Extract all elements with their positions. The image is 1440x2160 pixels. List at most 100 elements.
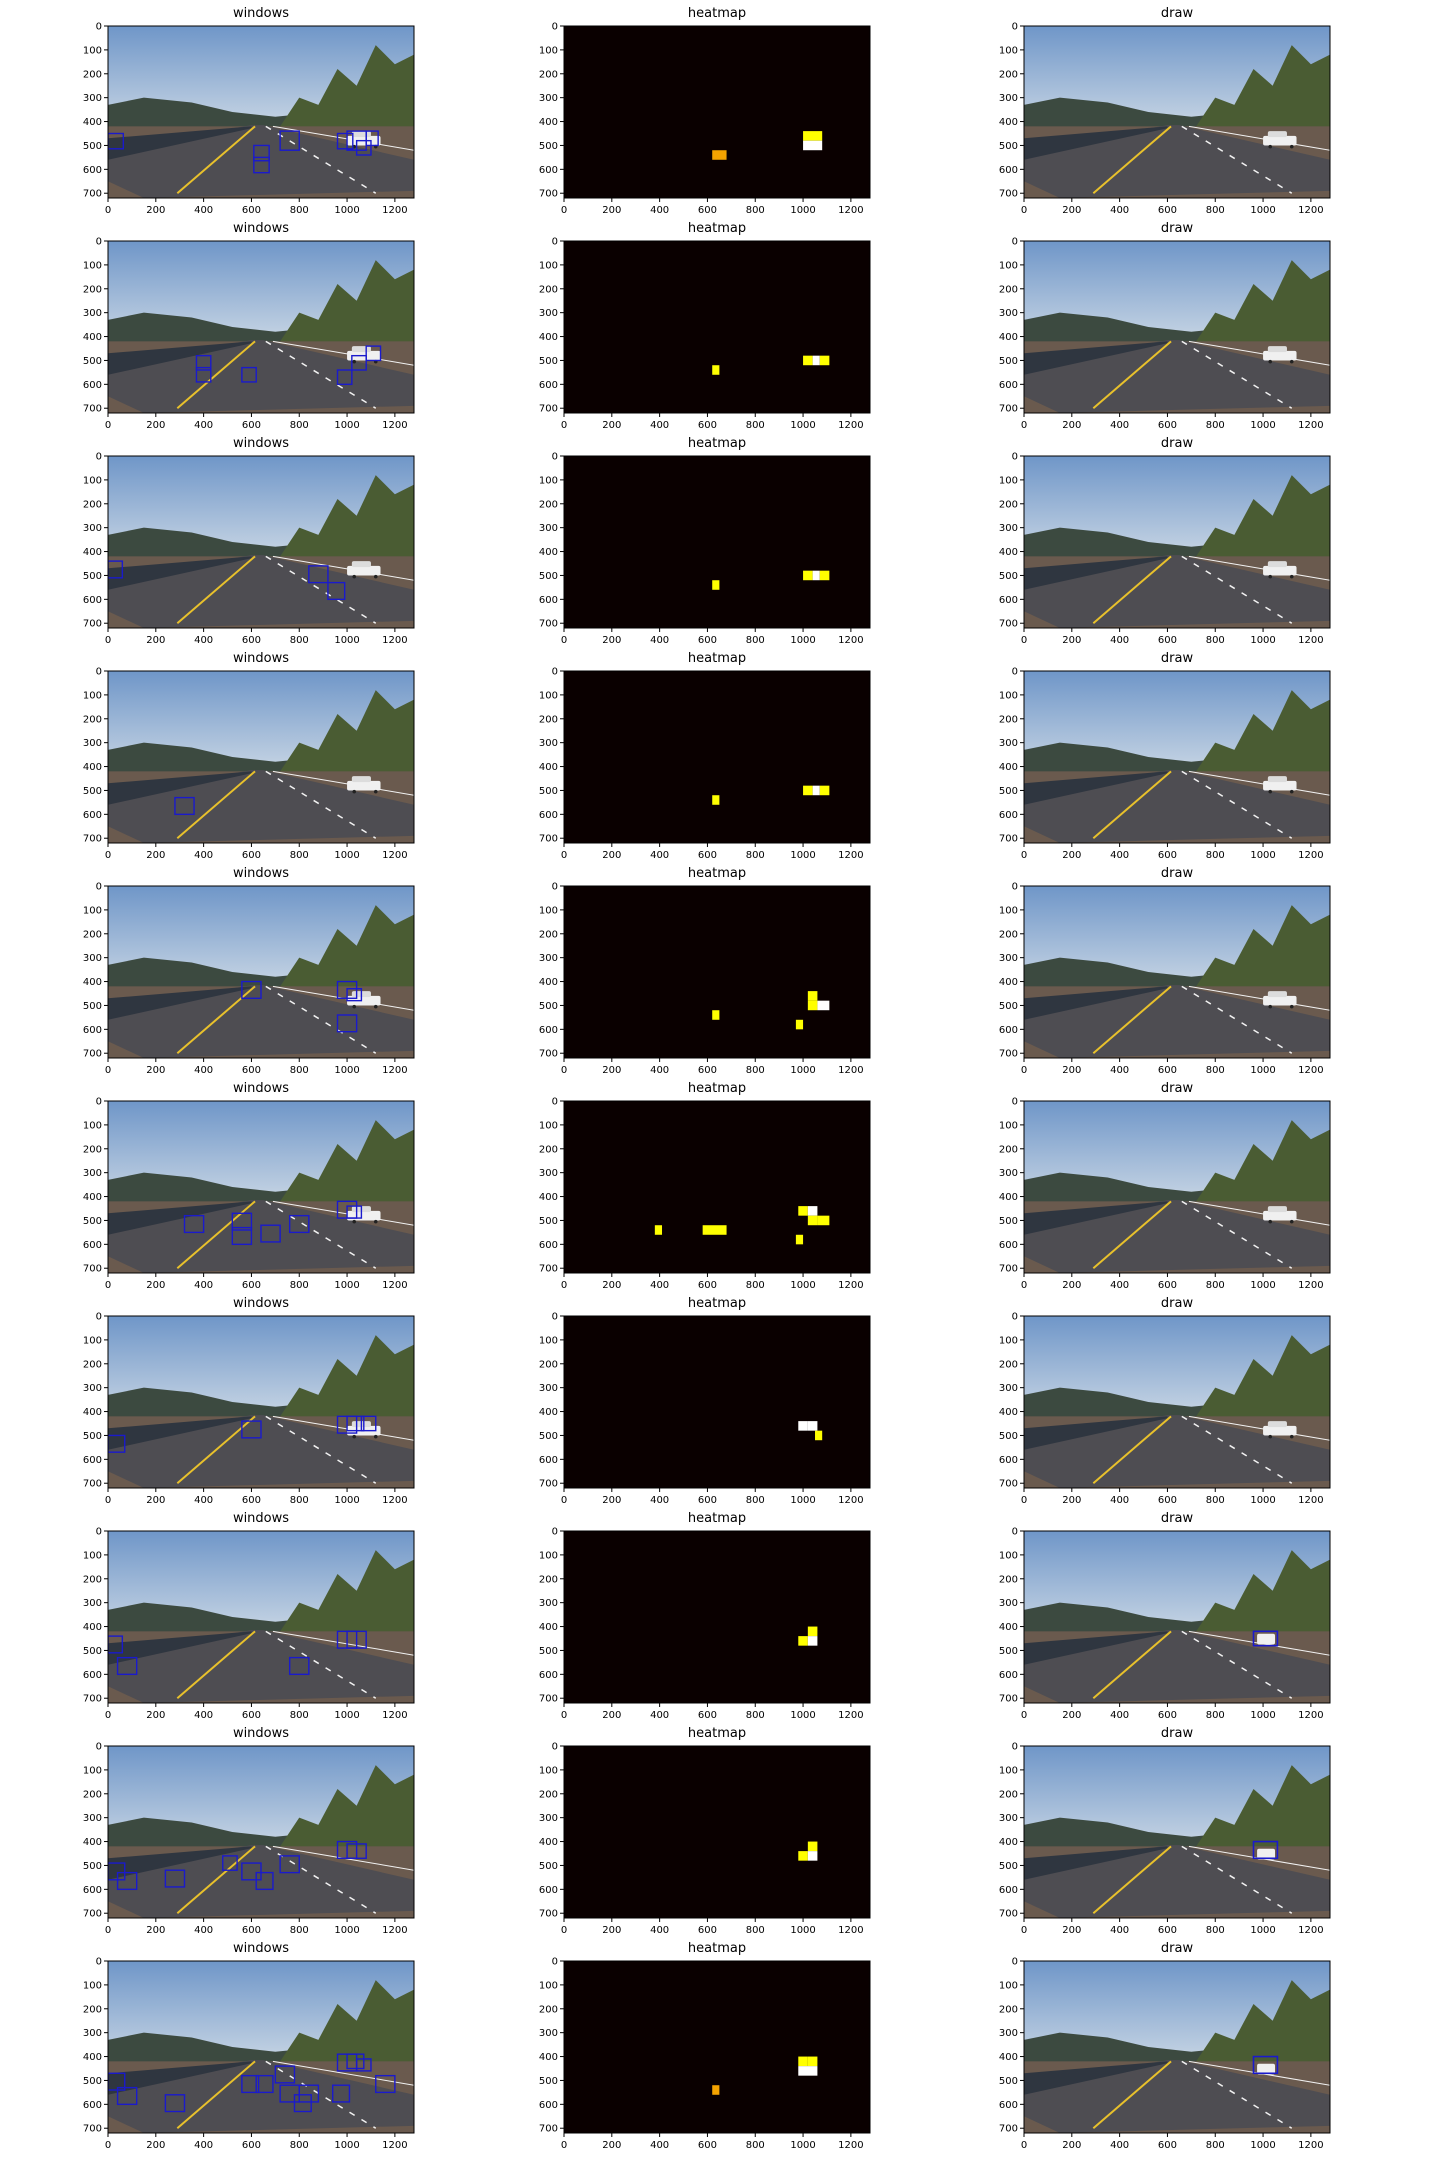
trees [280,260,414,354]
heatmap-background [564,1316,870,1488]
barrier [1024,2061,1168,2095]
draw-axes: 0 200 400 600 800 1000 1200 0 100 200 300 400 500 600… [999,1097,1331,1291]
y-tick-label: 500 [83,1861,102,1872]
x-tick-label: 1200 [1298,1710,1323,1721]
y-tick-label: 100 [83,1980,102,1991]
panel-draw-row-2: draw 0 200 400 600 800 1000 1200 0 100 200 300 400 50… [999,221,1331,433]
y-tick-label: 200 [539,69,558,80]
y-tick-label: 400 [83,1622,102,1633]
y-tick-label: 0 [96,1742,102,1753]
y-tick-label: 200 [539,714,558,725]
x-tick-label: 0 [105,1925,111,1936]
axes-frame [563,25,871,199]
axes-frame [563,240,871,414]
panel-title: heatmap [687,651,747,666]
y-tick-label: 100 [539,1765,558,1776]
x-tick-label: 1000 [1250,1280,1275,1291]
window-box [365,345,382,362]
y-tick-label: 500 [83,1431,102,1442]
x-tick-label: 400 [1110,2140,1129,2151]
panel-draw-row-5: draw 0 200 400 600 800 1000 1200 0 100 200 300 400 50… [999,866,1331,1078]
trees [280,1765,414,1859]
trees [1196,1120,1330,1214]
window-box [164,1869,186,1888]
x-tick-label: 200 [146,1710,165,1721]
x-tick-label: 200 [602,1065,621,1076]
heat-cell [654,1225,663,1235]
x-tick-label: 0 [1021,420,1027,431]
window-box [255,2074,274,2094]
y-tick-label: 700 [999,2124,1018,2135]
x-tick-label: 0 [1021,205,1027,216]
x-tick-label: 1200 [382,1710,407,1721]
panel-windows-row-8: windows 0 200 400 600 800 1000 1200 0 100 200 300 40… [83,1511,415,1723]
x-tick-label: 400 [1110,420,1129,431]
trees [1196,475,1330,569]
y-tick-label: 200 [539,1574,558,1585]
y-tick-label: 100 [83,475,102,486]
y-tick-label: 300 [539,953,558,964]
y-tick-label: 0 [96,22,102,33]
x-tick-label: 800 [1206,1925,1225,1936]
lane-yellow [176,1845,256,1914]
heat-cell [819,355,830,366]
x-tick-label: 1000 [1250,205,1275,216]
x-tick-label: 200 [1062,850,1081,861]
panel-title: windows [232,651,290,666]
axes-frame [107,240,415,414]
window-box [346,1205,363,1219]
x-tick-label: 0 [105,1065,111,1076]
x-tick-label: 0 [1021,1925,1027,1936]
window-box [241,1420,262,1439]
x-tick-label: 200 [1062,420,1081,431]
x-tick-label: 1200 [382,1925,407,1936]
heatmap-axes: 0 200 400 600 800 1000 1200 0 100 200 300 400 500 600… [539,452,871,646]
y-tick-label: 0 [552,1957,558,1968]
y-tick-label: 500 [999,141,1018,152]
y-tick-label: 700 [539,189,558,200]
x-tick-label: 0 [1021,1065,1027,1076]
x-tick-label: 400 [650,2140,669,2151]
panel-title: draw [1160,221,1194,236]
x-tick-label: 1200 [1298,205,1323,216]
panel-title: heatmap [687,1081,747,1096]
heat-cell [807,2056,818,2067]
y-tick-label: 700 [539,1909,558,1920]
panel-windows-row-3: windows 0 200 400 600 800 1000 1200 0 100 200 300 40… [83,436,415,648]
heatmap-axes: 0 200 400 600 800 1000 1200 0 100 200 300 400 500 600… [539,237,871,431]
x-tick-label: 0 [1021,1495,1027,1506]
y-tick-label: 100 [999,475,1018,486]
panel-title: draw [1160,6,1194,21]
x-tick-label: 400 [194,635,213,646]
x-tick-label: 400 [650,1495,669,1506]
y-tick-label: 300 [83,1168,102,1179]
panel-title: draw [1160,1296,1194,1311]
y-tick-label: 500 [539,1861,558,1872]
axes-frame [1023,670,1331,844]
window-box [241,366,257,383]
heat-cell [712,580,720,590]
heatmap-background [564,1961,870,2133]
panel-windows-row-1: windows 0 200 400 600 800 1000 1200 0 100 200 300 40… [83,6,415,218]
x-tick-label: 400 [1110,1280,1129,1291]
x-tick-label: 600 [1158,850,1177,861]
x-tick-label: 200 [602,1710,621,1721]
y-tick-label: 0 [96,1097,102,1108]
y-tick-label: 600 [539,810,558,821]
x-tick-label: 800 [1206,635,1225,646]
x-tick-label: 0 [1021,2140,1027,2151]
y-tick-label: 0 [1012,882,1018,893]
x-tick-label: 400 [1110,205,1129,216]
y-tick-label: 600 [999,1455,1018,1466]
y-tick-label: 600 [83,810,102,821]
y-tick-label: 500 [539,1216,558,1227]
y-tick-label: 700 [539,619,558,630]
x-tick-label: 200 [602,635,621,646]
x-tick-label: 1000 [1250,1925,1275,1936]
y-tick-label: 600 [999,380,1018,391]
window-box [108,132,125,150]
window-box [293,2094,312,2113]
y-tick-label: 0 [1012,237,1018,248]
y-tick-label: 600 [83,1455,102,1466]
x-tick-label: 800 [290,635,309,646]
